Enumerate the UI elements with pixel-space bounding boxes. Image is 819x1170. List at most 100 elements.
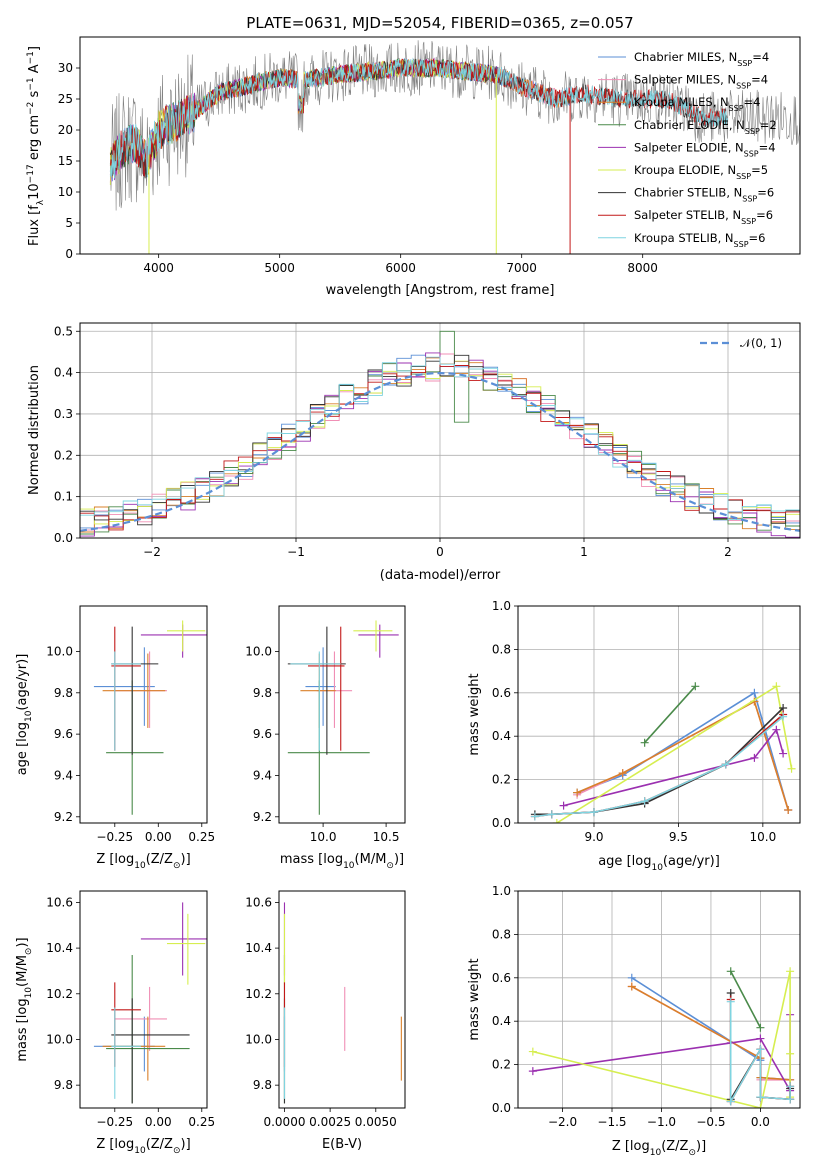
series-marker xyxy=(552,819,561,823)
chart-weight-vs-age: 9.0 9.5 10.0 0.0 0.2 0.4 0.6 0.8 1.0 age [log10(a… xyxy=(467,599,801,873)
y-tick-label: 9.6 xyxy=(54,727,73,741)
y-tick-label: 9.4 xyxy=(253,768,272,782)
histogram-6 xyxy=(80,354,800,526)
legend-label: Kroupa ELODIE, NSSP=5 xyxy=(634,163,768,181)
y-tick-label: 0 xyxy=(65,247,73,261)
x-tick-label: 0.25 xyxy=(188,830,215,844)
series-line-2 xyxy=(576,700,789,811)
legend-label: Kroupa STELIB, NSSP=6 xyxy=(634,231,765,249)
y-tick-label: 0.8 xyxy=(492,642,511,656)
y-tick-label: 10 xyxy=(58,185,73,199)
x-tick-label: −2 xyxy=(143,545,161,559)
y-tick-label: 0.5 xyxy=(54,324,73,338)
y-tick-label: 10.0 xyxy=(245,644,272,658)
plot-area xyxy=(530,682,796,823)
series-marker xyxy=(589,808,598,817)
x-axis-label: (data-model)/error xyxy=(380,568,501,583)
plot-area xyxy=(80,330,800,538)
x-axis-label: mass [log10(M/M⊙)] xyxy=(280,852,404,871)
series-marker xyxy=(559,801,568,810)
series-marker xyxy=(528,1067,537,1076)
series-marker xyxy=(726,997,735,1006)
x-tick-label: 9.5 xyxy=(669,830,688,844)
x-axis-label: wavelength [Angstrom, rest frame] xyxy=(326,283,555,298)
chart-age-vs-mass: 10.0 10.5 9.2 9.4 9.6 9.8 10.0 mass [log10(M/M⊙… xyxy=(245,605,406,871)
series-marker xyxy=(756,1045,765,1054)
legend-label: Salpeter STELIB, NSSP=6 xyxy=(634,208,773,226)
series-line-3 xyxy=(729,970,762,1029)
series-line-6 xyxy=(534,707,784,816)
series-marker xyxy=(573,788,582,797)
y-axis-label: mass [log10(M/M⊙)] xyxy=(15,937,34,1061)
legend-label: Salpeter MILES, NSSP=4 xyxy=(634,73,768,91)
x-tick-label: 2 xyxy=(724,545,732,559)
histogram-5 xyxy=(80,360,800,525)
figure-title: PLATE=0631, MJD=52054, FIBERID=0365, z=0… xyxy=(246,14,633,32)
y-tick-label: 10.6 xyxy=(245,895,272,909)
x-axis-label: Z [log10(Z/Z⊙)] xyxy=(96,1137,190,1156)
chart-mass-vs-Z: −0.25 0.00 0.25 9.8 10.0 10.2 10.4 10.6 Z [log10… xyxy=(15,890,215,1156)
y-axis-label: Flux [fλ10−17 erg cm−2 s−1 A−1] xyxy=(26,46,46,246)
legend-label: 𝒩(0, 1) xyxy=(740,336,782,350)
normal-curve xyxy=(80,371,800,532)
series-marker xyxy=(726,967,735,976)
x-tick-label: 0.0025 xyxy=(309,1115,351,1129)
y-axis-label: mass weight xyxy=(467,673,482,755)
x-axis-label: Z [log10(Z/Z⊙)] xyxy=(612,1139,706,1158)
y-tick-label: 0.8 xyxy=(492,927,511,941)
legend: Chabrier MILES, NSSP=4 Salpeter MILES, NS… xyxy=(598,50,777,248)
y-tick-label: 25 xyxy=(58,92,73,106)
y-tick-label: 5 xyxy=(65,216,73,230)
legend-label: Chabrier MILES, NSSP=4 xyxy=(634,50,769,68)
legend: 𝒩(0, 1) xyxy=(700,336,782,350)
y-tick-label: 0.0 xyxy=(492,816,511,830)
series-marker xyxy=(627,973,636,982)
plot-area xyxy=(287,620,399,815)
series-marker xyxy=(786,1095,795,1104)
chart-residuals: −2 −1 0 1 2 0.0 0.1 0.2 0.3 0.4 0.5 (data-model)/er… xyxy=(27,322,801,583)
x-tick-label: 0.25 xyxy=(188,1115,215,1129)
y-tick-label: 9.2 xyxy=(54,810,73,824)
series-marker xyxy=(691,682,700,691)
series-line-7 xyxy=(534,713,784,818)
y-tick-label: 0.4 xyxy=(492,729,511,743)
y-tick-label: 15 xyxy=(58,154,73,168)
y-tick-label: 9.6 xyxy=(253,727,272,741)
legend-label: Chabrier STELIB, NSSP=6 xyxy=(634,186,774,204)
y-tick-label: 0.2 xyxy=(492,1058,511,1072)
series-line-8 xyxy=(534,716,784,818)
y-tick-label: 30 xyxy=(58,61,73,75)
y-tick-label: 9.2 xyxy=(253,810,272,824)
x-axis-label: Z [log10(Z/Z⊙)] xyxy=(96,852,190,871)
series-marker xyxy=(779,712,788,721)
axes-frame xyxy=(79,322,801,539)
y-tick-label: 0.0 xyxy=(492,1101,511,1115)
series-marker xyxy=(772,682,781,691)
y-tick-label: 0.1 xyxy=(54,490,73,504)
series-marker xyxy=(756,1034,765,1043)
series-marker xyxy=(530,812,539,821)
series-marker xyxy=(618,769,627,778)
x-tick-label: −0.25 xyxy=(96,1115,133,1129)
plot-area xyxy=(283,902,402,1104)
x-tick-label: 0.00 xyxy=(145,830,172,844)
x-tick-label: 0 xyxy=(436,545,444,559)
series-marker xyxy=(756,1093,765,1102)
series-marker xyxy=(787,764,796,773)
chart-mass-vs-EBV: 0.0000 0.0025 0.0050 9.8 10.0 10.2 10.4 10.6 E(B… xyxy=(245,890,406,1152)
y-tick-label: 10.0 xyxy=(46,1032,73,1046)
series-marker xyxy=(784,805,793,814)
series-marker xyxy=(750,688,759,697)
y-axis-label: age [log10(age/yr)] xyxy=(15,654,34,776)
legend-label: Kroupa MILES, NSSP=4 xyxy=(634,95,760,113)
series-marker xyxy=(772,725,781,734)
series-marker xyxy=(779,749,788,758)
axes-frame xyxy=(79,890,208,1109)
series-marker xyxy=(547,810,556,819)
series-marker xyxy=(640,738,649,747)
axes-frame xyxy=(517,890,801,1109)
chart-spectrum: 4000 5000 6000 7000 8000 0 5 10 15 20 25 30 waveleng… xyxy=(26,36,801,298)
axes-frame xyxy=(278,605,406,824)
series-marker xyxy=(750,753,759,762)
